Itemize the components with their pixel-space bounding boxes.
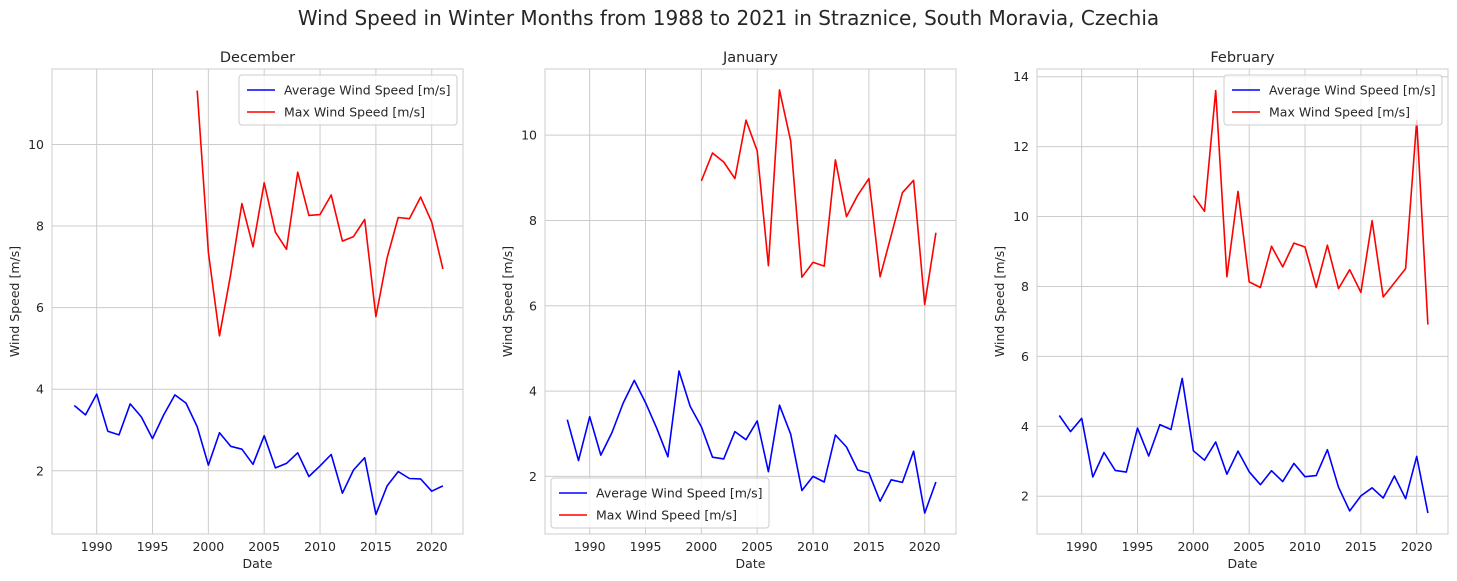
y-axis-label: Wind Speed [m/s] <box>7 246 22 357</box>
panel-title: January <box>722 50 778 66</box>
series-line-average <box>1058 377 1429 514</box>
legend-label: Max Wind Speed [m/s] <box>1269 105 1410 120</box>
series-line-max <box>1192 89 1429 325</box>
x-tick-label: 2000 <box>1177 539 1209 554</box>
legend-label: Average Wind Speed [m/s] <box>596 486 763 501</box>
y-tick-label: 8 <box>36 219 44 234</box>
x-tick-label: 1995 <box>1122 539 1154 554</box>
y-axis-label: Wind Speed [m/s] <box>992 246 1007 357</box>
x-tick-label: 2010 <box>304 539 336 554</box>
y-tick-label: 6 <box>36 300 44 315</box>
x-tick-label: 1990 <box>1066 539 1098 554</box>
legend-label: Average Wind Speed [m/s] <box>1269 83 1436 98</box>
legend-box <box>1223 74 1443 126</box>
x-tick-label: 2010 <box>797 539 829 554</box>
legend-box <box>238 74 458 126</box>
x-tick-label: 2000 <box>685 539 717 554</box>
x-tick-label: 2015 <box>1345 539 1377 554</box>
x-tick-label: 2000 <box>192 539 224 554</box>
panel-january: 1990 1995 2000 2005 2010 2015 2020 2 4 6 8 10 Date Wi… <box>500 50 957 571</box>
series-line-average <box>566 370 937 514</box>
panel-title: February <box>1210 50 1275 66</box>
x-tick-label: 2015 <box>360 539 392 554</box>
plot-frame <box>544 68 957 535</box>
x-tick-label: 1995 <box>630 539 662 554</box>
y-tick-label: 4 <box>1021 419 1029 434</box>
legend: Average Wind Speed [m/s] Max Wind Speed [… <box>1223 74 1443 126</box>
x-tick-label: 1990 <box>81 539 113 554</box>
x-tick-label: 2020 <box>416 539 448 554</box>
x-axis-label: Date <box>736 556 766 571</box>
y-tick-label: 10 <box>28 137 44 152</box>
legend: Average Wind Speed [m/s] Max Wind Speed [… <box>550 477 770 529</box>
x-axis-label: Date <box>243 556 273 571</box>
x-tick-label: 2005 <box>1233 539 1265 554</box>
legend: Average Wind Speed [m/s] Max Wind Speed [… <box>238 74 458 126</box>
y-tick-label: 4 <box>529 384 537 399</box>
y-tick-label: 8 <box>529 213 537 228</box>
figure-title: Wind Speed in Winter Months from 1988 to… <box>297 6 1160 30</box>
plot-frame <box>51 68 464 535</box>
y-tick-label: 2 <box>529 469 537 484</box>
x-tick-label: 2015 <box>853 539 885 554</box>
x-axis-label: Date <box>1228 556 1258 571</box>
legend-label: Max Wind Speed [m/s] <box>284 105 425 120</box>
series-line-max <box>196 90 444 337</box>
x-tick-label: 2020 <box>909 539 941 554</box>
y-tick-label: 8 <box>1021 279 1029 294</box>
y-tick-label: 6 <box>529 298 537 313</box>
y-tick-label: 6 <box>1021 349 1029 364</box>
series-line-average <box>73 393 444 516</box>
panel-title: December <box>220 50 295 66</box>
panel-february: 1990 1995 2000 2005 2010 2015 2020 2 4 6 8 10 12 14 Da… <box>992 50 1449 571</box>
plot-frame <box>1036 68 1449 535</box>
y-tick-label: 14 <box>1013 69 1029 84</box>
x-tick-label: 1990 <box>574 539 606 554</box>
legend-label: Average Wind Speed [m/s] <box>284 83 451 98</box>
legend-box <box>550 477 770 529</box>
y-tick-label: 12 <box>1013 139 1029 154</box>
y-tick-label: 2 <box>1021 489 1029 504</box>
x-tick-label: 1995 <box>137 539 169 554</box>
series-line-max <box>700 89 937 306</box>
x-tick-label: 2005 <box>741 539 773 554</box>
x-tick-label: 2020 <box>1401 539 1433 554</box>
y-tick-label: 4 <box>36 382 44 397</box>
y-tick-label: 10 <box>1013 209 1029 224</box>
panel-december: 1990 1995 2000 2005 2010 2015 2020 2 4 6 8 10 Date Wi… <box>7 50 464 571</box>
x-tick-label: 2005 <box>248 539 280 554</box>
y-tick-label: 2 <box>36 463 44 478</box>
y-axis-label: Wind Speed [m/s] <box>500 246 515 357</box>
y-tick-label: 10 <box>521 128 537 143</box>
x-tick-label: 2010 <box>1289 539 1321 554</box>
legend-label: Max Wind Speed [m/s] <box>596 508 737 523</box>
